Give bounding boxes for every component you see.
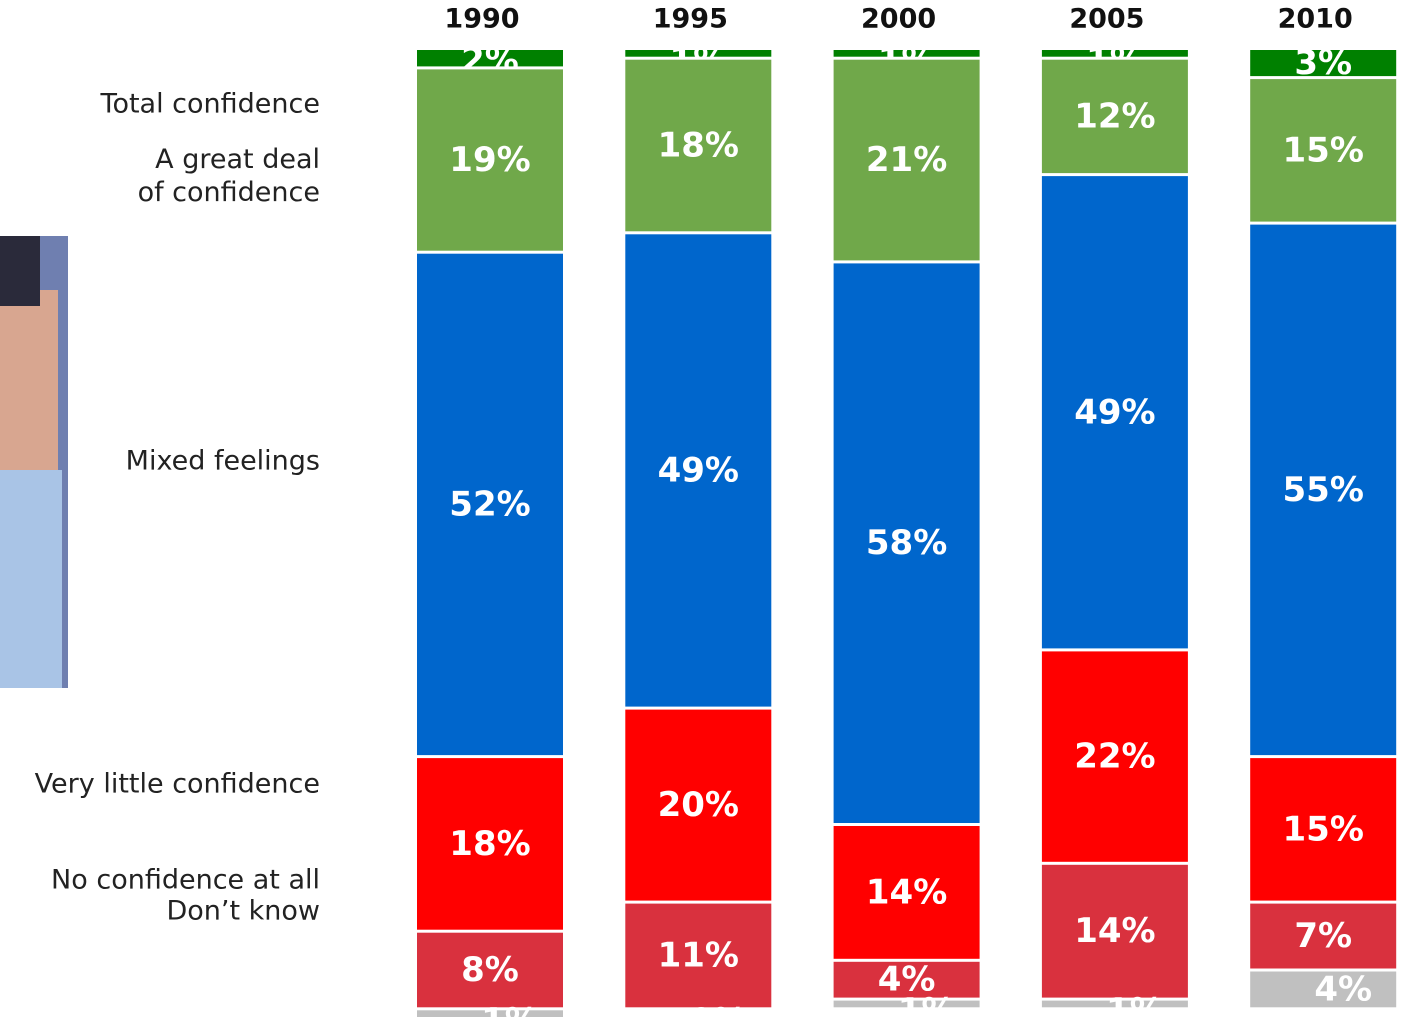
x-tick-label: 1995 [653,4,728,35]
bar-segment [417,50,563,67]
bar-segment [833,50,980,57]
bar-segment [833,1000,980,1008]
legend-label: No confidence at all [51,865,320,896]
bar-segment [833,59,980,261]
value-label: 12% [1074,96,1155,136]
x-tick-label: 2000 [861,4,936,35]
value-label: 1% [1106,991,1164,1021]
value-label: 4% [1314,969,1372,1009]
value-label: 15% [1283,809,1364,849]
bar-segment [1041,651,1188,862]
value-label: 19% [449,140,530,180]
value-label: 58% [866,523,947,563]
bar-segment [1041,50,1188,57]
bar-segment [1041,176,1188,649]
legend-label: Mixed feelings [126,446,320,477]
x-tick-label: 1990 [444,4,519,35]
value-label: 55% [1283,470,1364,510]
bar-segment [1250,758,1397,901]
x-tick-label: 2005 [1069,4,1144,35]
value-label: 18% [449,824,530,864]
legend-label: A great deal of confidence [138,144,320,208]
bar-segment [417,1010,563,1017]
bar-segment [833,826,980,959]
value-label: 49% [1074,392,1155,432]
value-label: 14% [1074,911,1155,951]
value-label: 1% [481,1001,539,1021]
bar-segment [625,234,772,707]
value-label: 8% [461,950,519,990]
bar-segment [1041,864,1188,998]
bar-segment [625,50,772,57]
legend-label: Very little confidence [35,769,320,800]
value-label: 7% [1294,916,1352,956]
value-label: 3% [1294,43,1352,83]
value-label: 22% [1074,737,1155,777]
legend-label: Don’t know [166,896,320,927]
bar-segment [1250,903,1397,969]
bar-segment [1250,50,1397,77]
bar-segment [625,709,772,901]
bar-segment [625,903,772,1008]
value-label: 20% [658,785,739,825]
photo [0,236,68,688]
bar-segment [833,263,980,823]
value-label: 15% [1283,130,1364,170]
bar-segment [417,69,563,251]
bar-segment [1041,1000,1188,1008]
legend-label: Total confidence [100,89,320,120]
value-label: 0% [689,1001,747,1021]
bar-segment [1041,59,1188,174]
bar-segment [625,59,772,232]
value-label: 14% [866,872,947,912]
bar-segment [417,253,563,756]
value-label: 18% [658,126,739,166]
value-label: 4% [878,960,936,1000]
bar-segment [417,932,563,1008]
value-label: 11% [658,935,739,975]
bar-segment [1250,971,1397,1008]
value-label: 49% [658,450,739,490]
bar-segment [1250,224,1397,756]
value-label: 1% [898,991,956,1021]
bar-segment [417,758,563,930]
x-tick-label: 2010 [1278,4,1353,35]
bar-segment [833,961,980,998]
value-label: 21% [866,140,947,180]
bar-segment [1250,79,1397,222]
value-label: 52% [449,484,530,524]
